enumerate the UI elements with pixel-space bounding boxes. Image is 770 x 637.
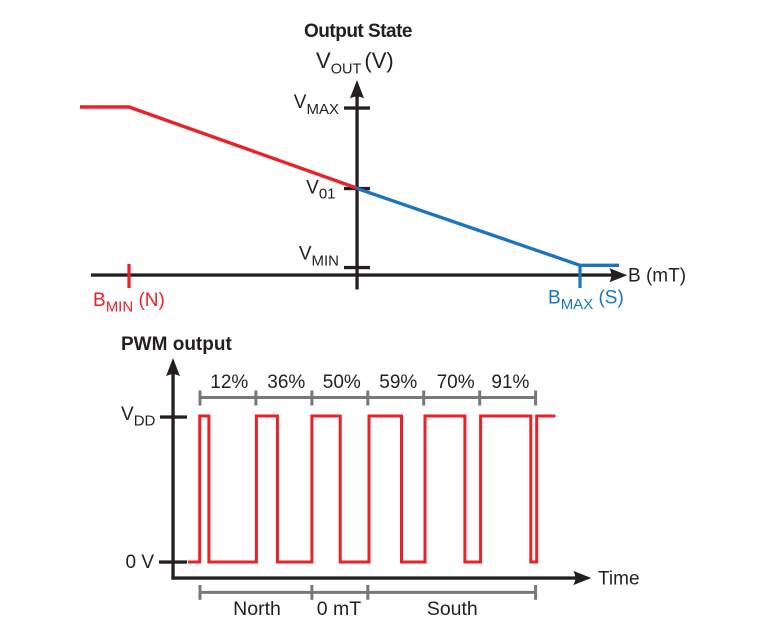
svg-text:91%: 91% (491, 372, 529, 393)
svg-text:PWM output: PWM output (121, 334, 232, 355)
svg-text:VMIN: VMIN (299, 244, 339, 270)
svg-text:70%: 70% (437, 372, 475, 393)
svg-text:V01: V01 (306, 178, 335, 203)
svg-text:BMIN (N): BMIN (N) (93, 290, 165, 316)
svg-text:VOUT (V): VOUT (V) (316, 48, 394, 78)
svg-text:36%: 36% (267, 372, 305, 393)
svg-text:Output State: Output State (304, 21, 412, 42)
svg-text:VDD: VDD (121, 404, 156, 430)
svg-text:Time: Time (598, 569, 640, 590)
svg-text:0 mT: 0 mT (317, 598, 362, 620)
svg-text:South: South (427, 598, 478, 620)
svg-text:VMAX: VMAX (294, 92, 339, 118)
svg-text:12%: 12% (210, 372, 248, 393)
svg-text:B (mT): B (mT) (628, 266, 686, 287)
svg-text:BMAX (S): BMAX (S) (548, 288, 624, 314)
svg-text:0 V: 0 V (125, 552, 154, 573)
svg-text:59%: 59% (379, 372, 417, 393)
svg-text:North: North (233, 598, 281, 620)
svg-text:50%: 50% (323, 372, 361, 393)
